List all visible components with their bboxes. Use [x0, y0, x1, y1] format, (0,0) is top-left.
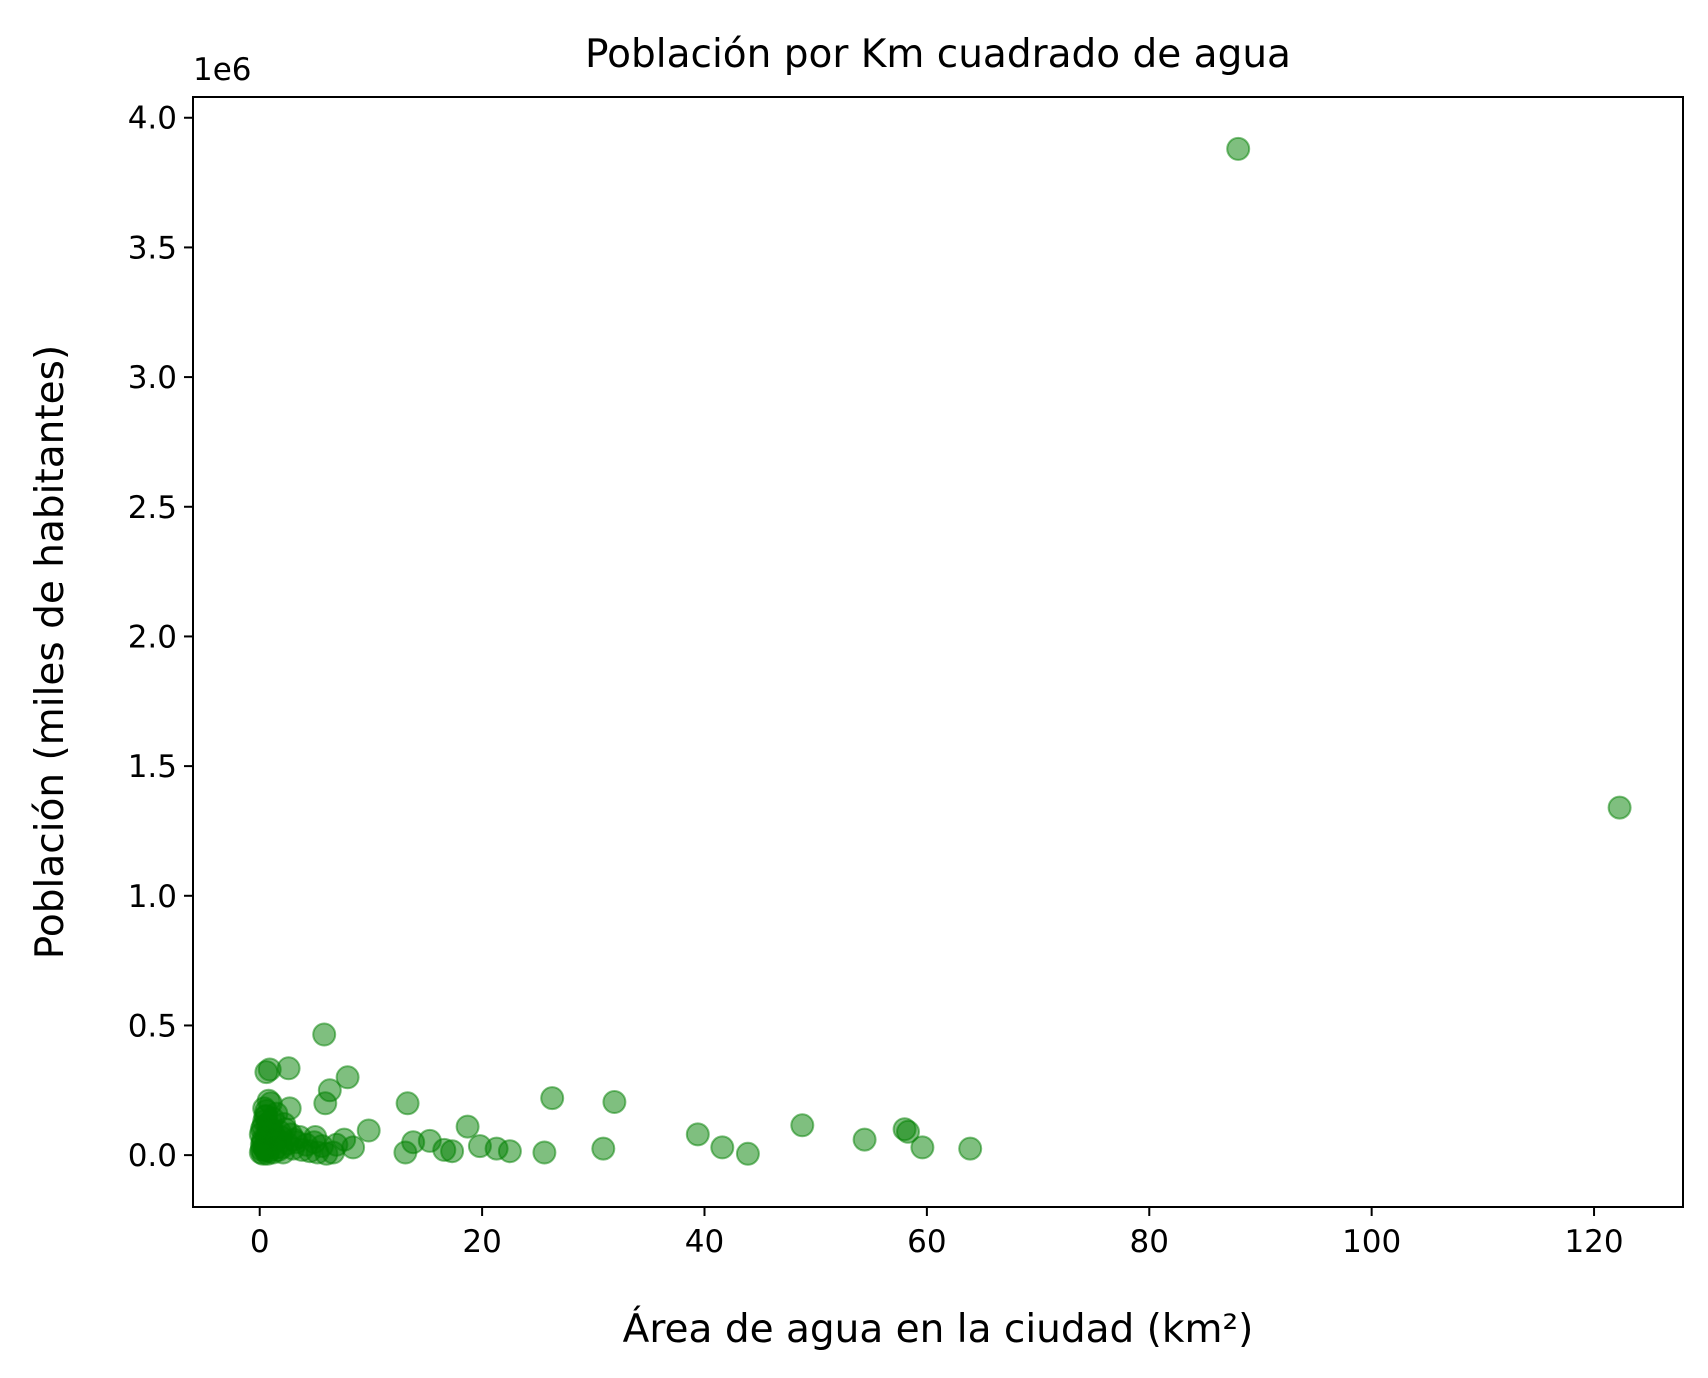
scatter-point: [685, 1122, 710, 1147]
scatter-point: [393, 1140, 418, 1165]
scatter-point: [276, 1056, 301, 1081]
x-tick-label: 20: [462, 1224, 501, 1260]
x-axis-ticks: 0 20 40 60 80 100 120: [250, 1207, 1624, 1260]
scatter-point: [335, 1065, 360, 1090]
axes-frame: [192, 96, 1684, 1208]
x-tick-label: 120: [1564, 1224, 1623, 1260]
y-tick-label: 3.5: [128, 230, 177, 266]
scatter-point: [532, 1140, 557, 1165]
y-tick-label: 0.5: [128, 1008, 177, 1044]
scatter-point: [395, 1091, 420, 1116]
y-tick-label: 1.5: [128, 749, 177, 785]
y-offset-text: 1e6: [193, 52, 252, 88]
scatter-point: [440, 1139, 465, 1164]
scatter-point: [710, 1135, 735, 1160]
scatter-point: [958, 1136, 983, 1161]
y-axis-label: Población (miles de habitantes): [28, 345, 73, 959]
y-tick-label: 2.0: [128, 619, 177, 655]
scatter-point: [591, 1136, 616, 1161]
y-tick-label: 0.0: [128, 1138, 177, 1174]
scatter-point: [356, 1118, 381, 1143]
scatter-point: [1607, 795, 1632, 820]
scatter-point: [284, 1130, 309, 1155]
scatter-point: [852, 1127, 877, 1152]
scatter-point: [258, 1109, 283, 1134]
scatter-point: [910, 1135, 935, 1160]
points-layer: [248, 136, 1632, 1166]
y-tick-label: 1.0: [128, 879, 177, 915]
scatter-point: [540, 1086, 565, 1111]
scatter-point: [1226, 136, 1251, 161]
scatter-point: [321, 1140, 346, 1165]
scatter-point: [312, 1022, 337, 1047]
x-tick-label: 40: [685, 1224, 724, 1260]
chart-title: Población por Km cuadrado de agua: [585, 32, 1291, 77]
scatter-point: [455, 1114, 480, 1139]
scatter-point: [602, 1090, 627, 1114]
scatter-point: [313, 1091, 338, 1116]
y-axis-ticks: 0.0 0.5 1.0 1.5 2.0 2.5 3.0 3.5 4.0: [128, 101, 193, 1174]
scatter-point: [497, 1139, 522, 1164]
y-tick-label: 4.0: [128, 101, 177, 137]
y-tick-label: 3.0: [128, 360, 177, 396]
scatter-point: [735, 1141, 760, 1166]
x-axis-label: Área de agua en la ciudad (km²): [623, 1305, 1254, 1352]
x-tick-label: 0: [250, 1224, 270, 1260]
scatter-point: [896, 1119, 920, 1144]
x-tick-label: 100: [1342, 1224, 1401, 1260]
y-tick-label: 2.5: [128, 490, 177, 526]
x-tick-label: 60: [907, 1224, 946, 1260]
scatter-point: [790, 1113, 815, 1138]
x-tick-label: 80: [1130, 1224, 1169, 1260]
